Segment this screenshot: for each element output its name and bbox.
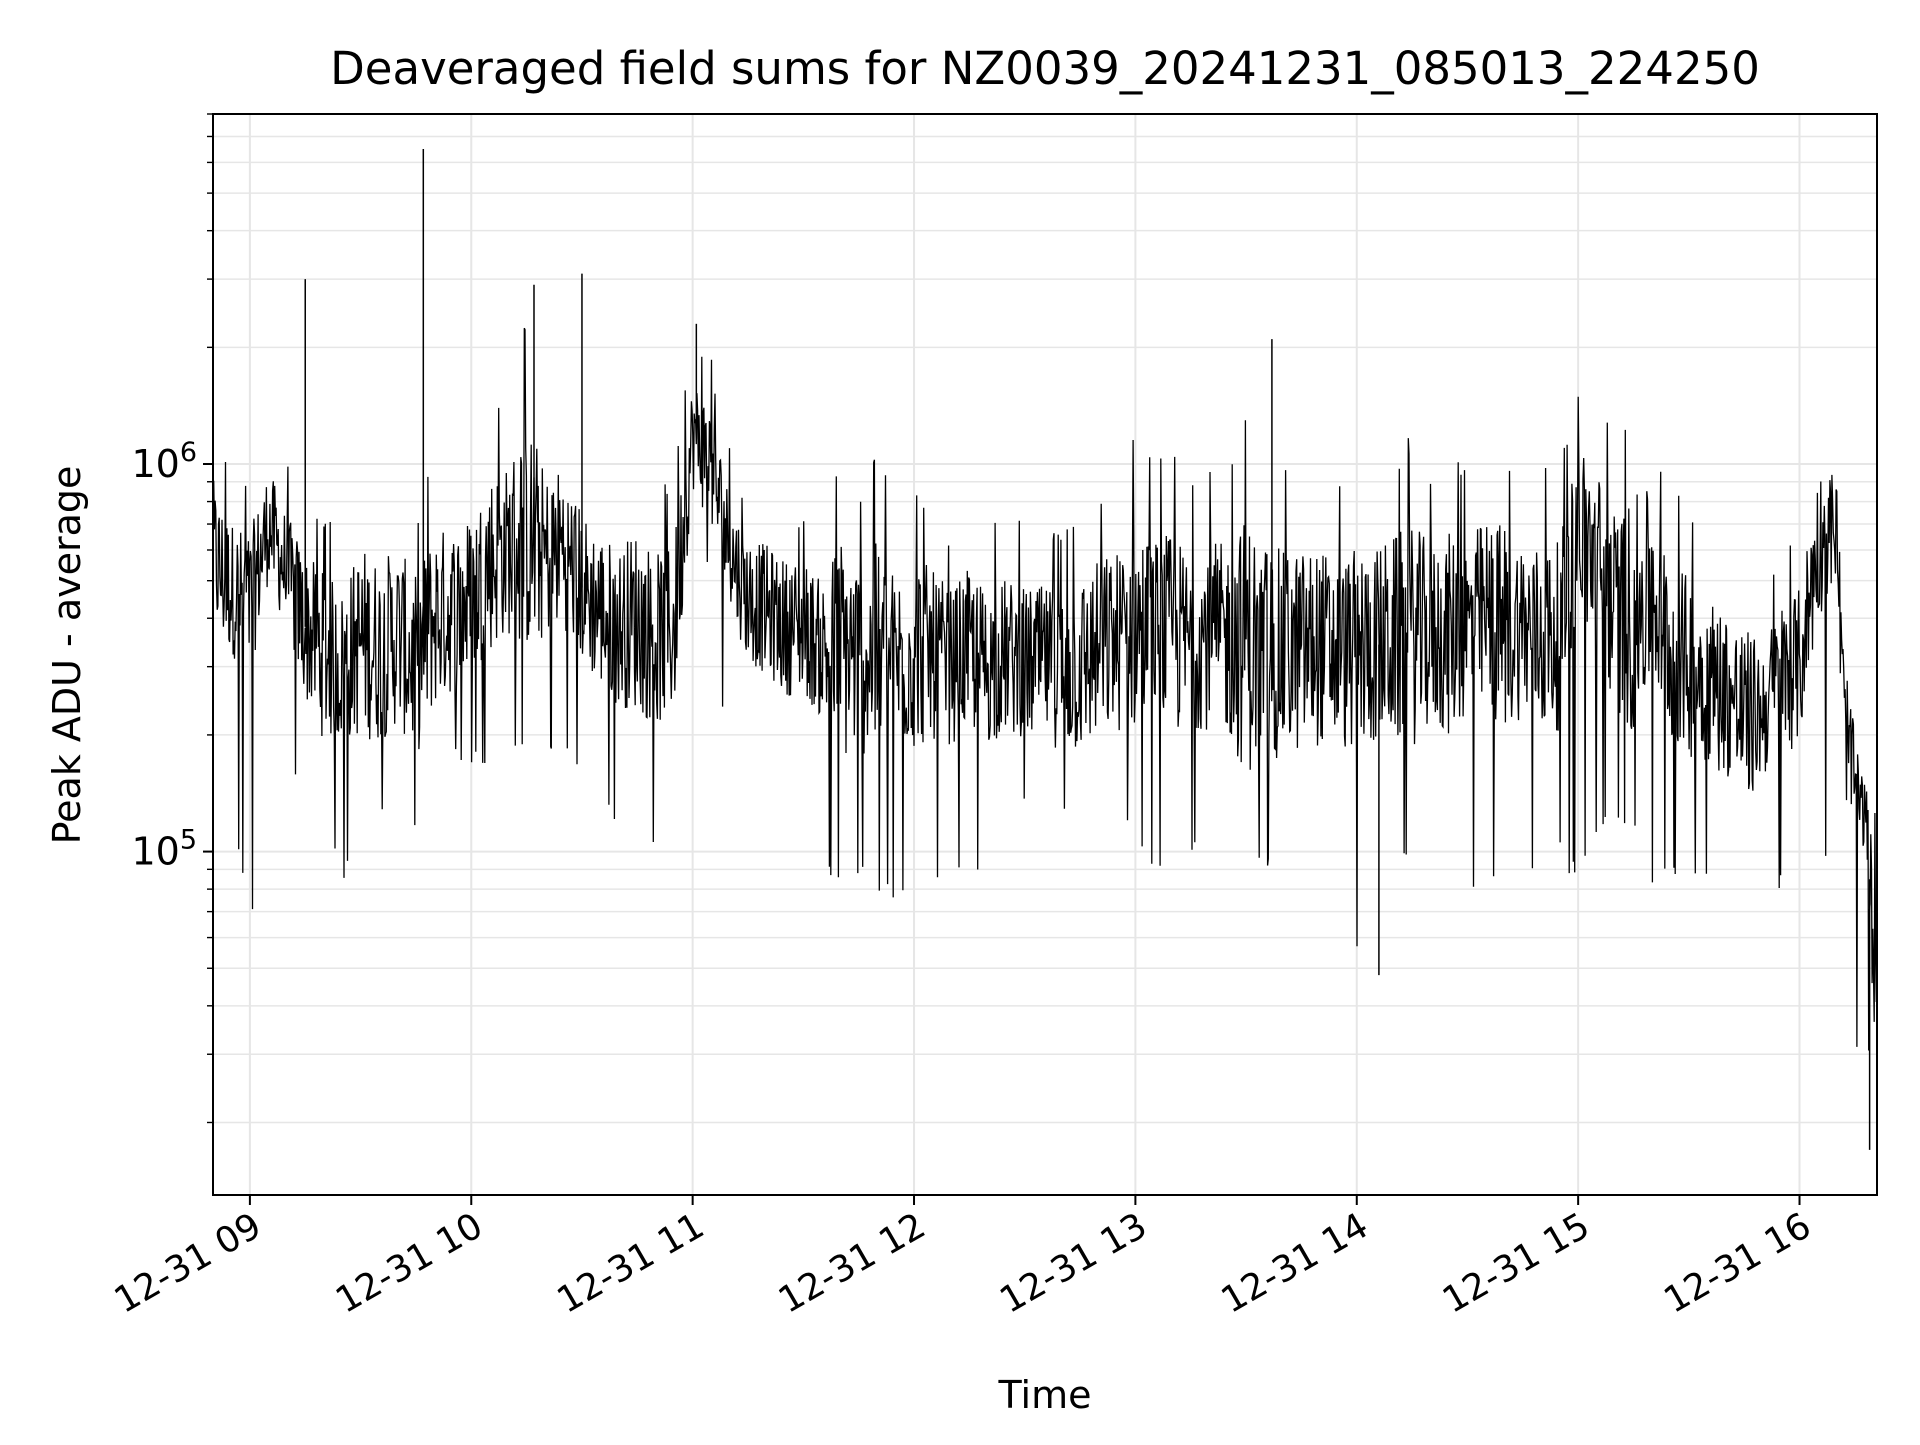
data-layer (212, 148, 1878, 1150)
series-line (212, 327, 1878, 1051)
y-tick-label: 106 (131, 437, 197, 486)
chart-title: Deaveraged field sums for NZ0039_2024123… (330, 42, 1760, 95)
plot-frame (212, 113, 1878, 1196)
y-axis-label: Peak ADU - average (45, 466, 89, 845)
y-tick-label: 105 (131, 825, 197, 874)
x-axis-label: Time (998, 1373, 1092, 1417)
